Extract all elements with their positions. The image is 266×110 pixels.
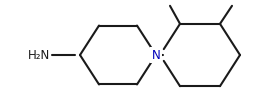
Text: N: N [152, 49, 160, 61]
Text: H₂N: H₂N [28, 49, 50, 61]
